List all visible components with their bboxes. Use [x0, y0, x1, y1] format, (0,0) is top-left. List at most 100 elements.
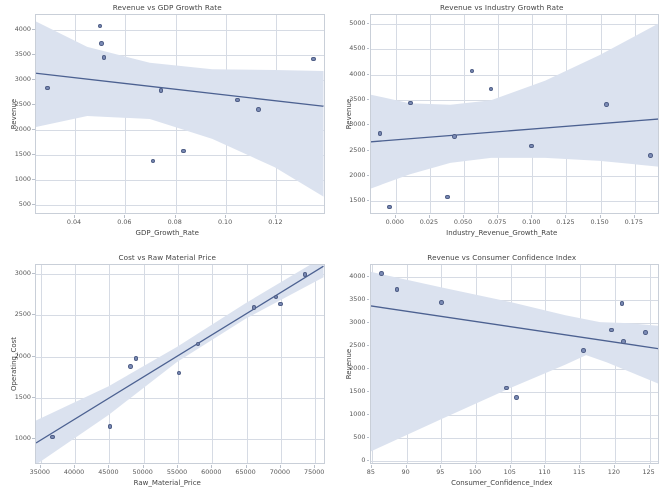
data-point — [302, 272, 308, 277]
x-axis-label: GDP_Growth_Rate — [135, 229, 199, 237]
gridline-horizontal — [370, 461, 658, 463]
confidence-band — [36, 15, 324, 213]
x-tick-label: 60000 — [201, 468, 222, 476]
y-tick-label: 1000 — [14, 175, 31, 184]
y-tick-label: 4000 — [14, 24, 31, 33]
gridline-vertical — [315, 265, 317, 463]
data-point — [277, 301, 283, 307]
data-point — [620, 339, 626, 344]
x-tick-mark — [74, 465, 76, 468]
y-tick-mark — [32, 438, 35, 440]
x-tick-label: 0.050 — [453, 218, 473, 226]
x-tick-label: 95 — [436, 468, 445, 476]
x-tick-mark — [428, 215, 430, 218]
y-tick-label: 1000 — [349, 410, 366, 419]
chart-panel-4: Revenue vs Consumer Confidence Index 85 90… — [335, 250, 669, 500]
gridline-vertical — [246, 265, 248, 463]
x-tick-mark — [565, 215, 567, 218]
data-point — [181, 148, 187, 154]
gridline-horizontal — [36, 205, 324, 207]
gridline-vertical — [40, 265, 42, 463]
y-tick-mark — [366, 391, 369, 393]
gridline-horizontal — [36, 54, 324, 56]
data-point — [50, 434, 55, 440]
data-point — [256, 107, 262, 113]
y-axis-label: Revenue — [344, 98, 353, 130]
y-tick-label: 2500 — [349, 340, 366, 349]
y-axis-label: Operating_Cost — [10, 336, 18, 392]
x-tick-mark — [613, 465, 615, 468]
gridline-horizontal — [36, 29, 324, 31]
x-tick-label: 125 — [642, 468, 655, 476]
y-tick-label: 2500 — [14, 310, 31, 319]
y-tick-mark — [366, 414, 369, 416]
y-tick-mark — [32, 179, 35, 181]
y-tick-mark — [32, 53, 35, 55]
y-tick-label: 1500 — [14, 150, 31, 159]
data-point — [581, 347, 586, 353]
gridline-vertical — [143, 265, 145, 463]
y-tick-mark — [366, 460, 369, 462]
y-tick-label: 3000 — [14, 269, 31, 278]
x-tick-mark — [124, 215, 126, 218]
data-point — [99, 41, 104, 46]
regression-line — [36, 265, 324, 463]
y-tick-mark — [32, 28, 35, 30]
x-tick-label: 50000 — [132, 468, 153, 476]
chart-panel-1: Revenue vs GDP Growth Rate 0.04 0.06 0.08 0.… — [0, 0, 335, 250]
y-tick-mark — [366, 48, 369, 50]
y-tick-label: 3000 — [349, 120, 366, 129]
x-tick-mark — [463, 215, 465, 218]
gridline-horizontal — [370, 299, 658, 301]
y-tick-label: 4500 — [349, 44, 366, 53]
x-tick-label: 90 — [401, 468, 410, 476]
y-tick-label: 1000 — [14, 434, 31, 443]
y-tick-mark — [32, 397, 35, 399]
x-tick-label: 45000 — [98, 468, 119, 476]
x-tick-label: 105 — [503, 468, 516, 476]
data-point — [235, 97, 240, 103]
gridline-horizontal — [370, 438, 658, 440]
x-tick-mark — [370, 465, 372, 468]
chart-title: Revenue vs Industry Growth Rate — [439, 3, 564, 12]
gridline-horizontal — [370, 176, 658, 177]
y-tick-mark — [366, 23, 369, 25]
x-tick-mark — [599, 215, 601, 218]
gridline-horizontal — [36, 130, 324, 132]
x-tick-label: 0.04 — [66, 218, 82, 226]
y-tick-label: 2500 — [349, 145, 366, 154]
chart-title: Revenue vs GDP Growth Rate — [112, 3, 222, 12]
regression-line — [36, 15, 324, 213]
x-tick-label: 0.12 — [268, 218, 283, 226]
x-tick-mark — [648, 465, 650, 468]
y-tick-mark — [366, 275, 369, 277]
x-tick-label: 0.000 — [385, 218, 404, 226]
y-tick-mark — [32, 78, 35, 80]
x-tick-label: 0.08 — [167, 218, 182, 226]
y-tick-mark — [366, 321, 369, 323]
x-tick-label: 40000 — [63, 468, 85, 476]
y-tick-label: 3500 — [14, 49, 31, 58]
x-tick-mark — [74, 215, 76, 218]
data-point — [251, 305, 257, 310]
x-tick-label: 115 — [573, 468, 586, 476]
x-tick-mark — [314, 465, 316, 468]
x-tick-mark — [177, 465, 178, 468]
y-tick-label: 2500 — [14, 99, 31, 108]
y-tick-label: 500 — [18, 200, 31, 209]
y-tick-label: 3500 — [349, 95, 366, 104]
data-point — [609, 327, 614, 333]
data-point — [648, 153, 653, 158]
x-tick-label: 0.10 — [217, 218, 233, 226]
y-tick-mark — [366, 99, 369, 101]
gridline-horizontal — [370, 392, 658, 394]
x-tick-label: 35000 — [29, 468, 50, 476]
y-axis-label: Revenue — [10, 98, 18, 130]
data-point — [133, 356, 139, 361]
x-tick-mark — [279, 465, 281, 468]
gridline-horizontal — [370, 49, 658, 51]
data-point — [311, 56, 316, 62]
data-point — [604, 102, 610, 107]
x-axis-label: Consumer_Confidence_Index — [451, 479, 553, 487]
x-tick-label: 65000 — [235, 468, 256, 476]
